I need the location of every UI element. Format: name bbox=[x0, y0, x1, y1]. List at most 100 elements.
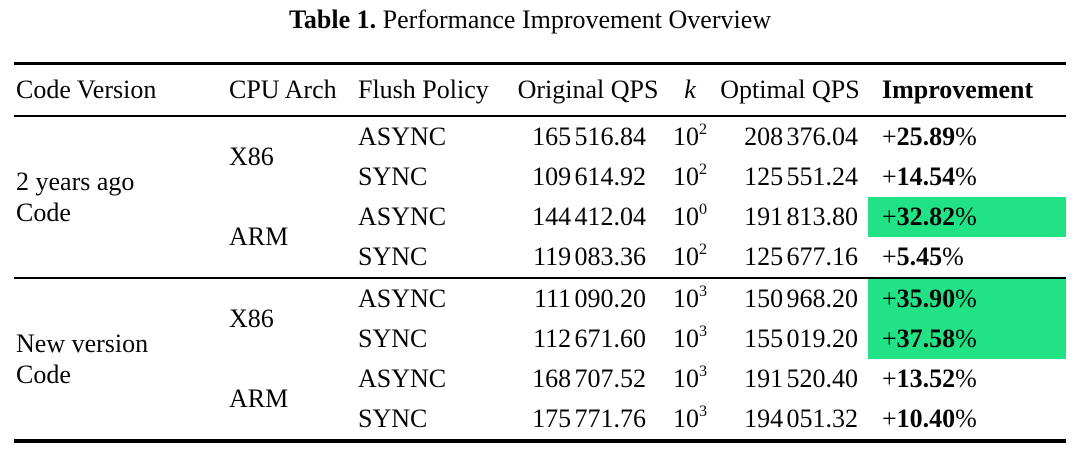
original-qps-cell: 144 412.04 bbox=[532, 201, 646, 231]
improvement-unit: % bbox=[942, 241, 964, 271]
improvement-unit: % bbox=[955, 323, 977, 353]
original-qps-cell: 119 083.36 bbox=[533, 241, 646, 271]
original-qps-cell: 109 614.92 bbox=[532, 161, 646, 191]
k-exponent: 3 bbox=[698, 282, 708, 300]
k-cell: 100 bbox=[668, 197, 712, 237]
improvement-value: 14.54 bbox=[896, 161, 956, 191]
col-header-cpu-arch: CPU Arch bbox=[229, 74, 337, 104]
improvement-cell-highlighted: +32.82% bbox=[868, 196, 1066, 237]
k-base: 10 bbox=[672, 403, 699, 433]
improvement-value: 10.40 bbox=[896, 403, 956, 433]
col-header-improvement: Improvement bbox=[882, 74, 1034, 104]
improvement-value: 25.89 bbox=[896, 121, 956, 151]
original-qps-cell: 165 516.84 bbox=[532, 121, 646, 151]
k-exponent: 3 bbox=[698, 362, 708, 380]
col-header-original-qps: Original QPS bbox=[517, 74, 659, 104]
improvement-unit: % bbox=[955, 201, 977, 231]
original-qps-cell: 112 671.60 bbox=[533, 323, 646, 353]
table-row: SYNC 119 083.36 102 125 677.16 +5.45% bbox=[14, 237, 1066, 278]
cpu-arch-cell: ARM bbox=[229, 383, 289, 413]
k-base: 10 bbox=[672, 323, 699, 353]
k-cell: 103 bbox=[668, 359, 712, 399]
improvement-sign: + bbox=[882, 323, 897, 353]
flush-policy-cell: ASYNC bbox=[358, 121, 447, 151]
improvement-cell: +13.52% bbox=[868, 359, 1066, 399]
group-2-years-ago-code: 2 years ago Code X86 ASYNC 165 516.84 10… bbox=[14, 116, 1066, 278]
flush-policy-cell: ASYNC bbox=[358, 201, 447, 231]
improvement-value: 37.58 bbox=[896, 323, 956, 353]
col-header-code-version: Code Version bbox=[16, 74, 157, 104]
improvement-sign: + bbox=[882, 403, 897, 433]
k-cell: 102 bbox=[668, 237, 712, 278]
optimal-qps-cell: 150 968.20 bbox=[744, 283, 858, 313]
col-header-k: k bbox=[684, 74, 696, 104]
k-cell: 102 bbox=[668, 116, 712, 157]
improvement-sign: + bbox=[882, 121, 897, 151]
table-caption-text: Performance Improvement Overview bbox=[382, 5, 772, 34]
optimal-qps-cell: 191 813.80 bbox=[744, 201, 858, 231]
code-version-cell: 2 years ago Code bbox=[14, 116, 222, 278]
k-exponent: 3 bbox=[698, 402, 708, 420]
k-cell: 102 bbox=[668, 157, 712, 197]
improvement-cell-highlighted: +37.58% bbox=[868, 318, 1066, 359]
col-header-flush-policy: Flush Policy bbox=[358, 74, 489, 104]
code-version-line-2: Code bbox=[16, 359, 71, 389]
code-version-line-1: New version bbox=[16, 328, 149, 358]
flush-policy-cell: SYNC bbox=[358, 323, 428, 353]
improvement-sign: + bbox=[882, 283, 897, 313]
improvement-cell: +5.45% bbox=[868, 237, 1066, 278]
k-cell: 103 bbox=[668, 319, 712, 359]
improvement-unit: % bbox=[955, 403, 977, 433]
table-row: 2 years ago Code X86 ASYNC 165 516.84 10… bbox=[14, 116, 1066, 226]
improvement-sign: + bbox=[882, 161, 897, 191]
improvement-value: 35.90 bbox=[896, 283, 956, 313]
cpu-arch-cell: X86 bbox=[229, 303, 274, 333]
k-cell: 103 bbox=[668, 278, 712, 319]
table-caption: Table 1. Performance Improvement Overvie… bbox=[14, 5, 1046, 35]
improvement-sign: + bbox=[882, 241, 897, 271]
k-exponent: 2 bbox=[698, 160, 708, 178]
cpu-arch-cell: ARM bbox=[229, 221, 289, 251]
k-base: 10 bbox=[672, 121, 699, 151]
improvement-sign: + bbox=[882, 363, 897, 393]
improvement-cell: +25.89% bbox=[868, 116, 1066, 157]
group-new-version-code: New version Code X86 ASYNC 111 090.20 10… bbox=[14, 277, 1066, 441]
improvement-sign: + bbox=[882, 201, 897, 231]
k-base: 10 bbox=[672, 363, 699, 393]
optimal-qps-cell: 208 376.04 bbox=[744, 121, 858, 151]
table-row: SYNC 175 771.76 103 194 051.32 +10.40% bbox=[14, 399, 1066, 441]
table-row: New version Code X86 ASYNC 111 090.20 10… bbox=[14, 277, 1066, 389]
k-exponent: 0 bbox=[698, 200, 708, 218]
header-row: Code Version CPU Arch Flush Policy Origi… bbox=[14, 64, 1066, 116]
improvement-cell: +10.40% bbox=[868, 399, 1066, 441]
original-qps-cell: 168 707.52 bbox=[532, 363, 646, 393]
flush-policy-cell: SYNC bbox=[358, 241, 428, 271]
table-header: Code Version CPU Arch Flush Policy Origi… bbox=[14, 64, 1066, 116]
code-version-cell: New version Code bbox=[14, 278, 222, 441]
k-base: 10 bbox=[672, 283, 699, 313]
original-qps-cell: 175 771.76 bbox=[532, 403, 646, 433]
k-base: 10 bbox=[672, 201, 699, 231]
flush-policy-cell: SYNC bbox=[358, 161, 428, 191]
table-caption-label: Table 1. bbox=[288, 5, 377, 34]
improvement-value: 5.45 bbox=[896, 241, 943, 271]
improvement-unit: % bbox=[955, 121, 977, 151]
optimal-qps-cell: 194 051.32 bbox=[744, 403, 858, 433]
k-cell: 103 bbox=[668, 399, 712, 441]
k-exponent: 2 bbox=[698, 120, 708, 138]
optimal-qps-cell: 155 019.20 bbox=[744, 323, 858, 353]
flush-policy-cell: SYNC bbox=[358, 403, 428, 433]
code-version-line-1: 2 years ago bbox=[16, 166, 135, 196]
optimal-qps-cell: 125 677.16 bbox=[744, 241, 858, 271]
improvement-unit: % bbox=[955, 363, 977, 393]
flush-policy-cell: ASYNC bbox=[358, 363, 447, 393]
improvement-unit: % bbox=[955, 161, 977, 191]
k-base: 10 bbox=[672, 161, 699, 191]
flush-policy-cell: ASYNC bbox=[358, 283, 447, 313]
optimal-qps-cell: 191 520.40 bbox=[744, 363, 858, 393]
k-exponent: 3 bbox=[698, 322, 708, 340]
improvement-cell-highlighted: +35.90% bbox=[868, 277, 1066, 319]
k-exponent: 2 bbox=[698, 240, 708, 258]
performance-table: Code Version CPU Arch Flush Policy Origi… bbox=[14, 62, 1066, 443]
